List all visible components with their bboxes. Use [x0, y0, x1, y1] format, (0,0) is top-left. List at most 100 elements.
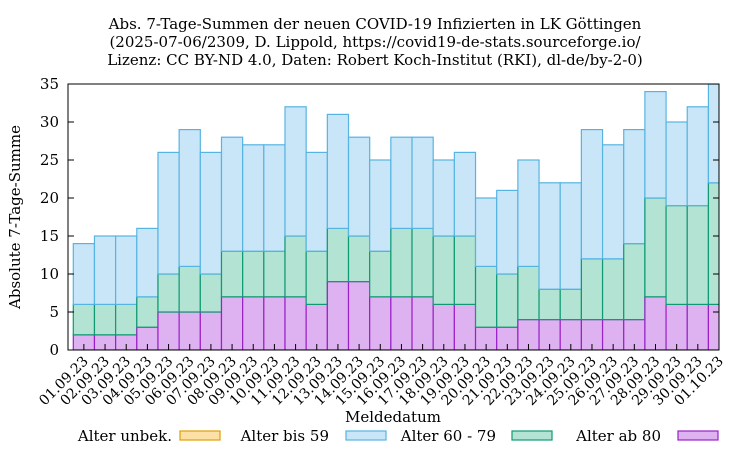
bar-alter-60-79-25	[601, 258, 625, 321]
bar-alter-ab-80-18	[453, 303, 477, 350]
bar-alter-60-79-24	[580, 258, 604, 321]
bar-alter-ab-80-8	[242, 296, 265, 350]
bar-alter-bis-59-23	[559, 182, 582, 290]
bar-alter-60-79-14	[369, 250, 392, 298]
bar-alter-ab-80-7	[220, 296, 244, 350]
bar-alter-bis-59-6	[199, 151, 223, 275]
y-tick-label-15: 15	[40, 227, 59, 245]
bar-alter-60-79-5	[178, 265, 201, 313]
bar-alter-60-79-2	[115, 303, 138, 336]
chart-title-line-1: Abs. 7-Tage-Summen der neuen COVID-19 In…	[108, 15, 642, 33]
bar-alter-ab-80-13	[347, 281, 371, 350]
bar-alter-bis-59-10	[284, 106, 307, 237]
bar-alter-60-79-1	[93, 303, 117, 336]
y-axis-label: Absolute 7-Tage-Summe	[6, 125, 24, 310]
bar-alter-bis-59-12	[326, 113, 350, 230]
bar-alter-60-79-16	[411, 227, 434, 298]
bar-alter-60-79-15	[390, 227, 413, 298]
bar-alter-ab-80-15	[390, 296, 413, 350]
bar-alter-60-79-21	[517, 265, 540, 321]
bar-alter-60-79-20	[496, 273, 519, 328]
y-tick-label-30: 30	[40, 113, 59, 131]
bar-alter-60-79-23	[559, 288, 582, 321]
chart-title-line-2: (2025-07-06/2309, D. Lippold, https://co…	[109, 33, 641, 51]
bar-alter-ab-80-29	[686, 303, 710, 350]
legend-label-0: Alter unbek.	[77, 427, 172, 445]
bar-alter-60-79-12	[326, 227, 350, 283]
bar-alter-bis-59-26	[623, 129, 646, 245]
bar-alter-60-79-10	[284, 235, 307, 298]
bar-alter-bis-59-14	[369, 159, 392, 252]
bar-alter-60-79-8	[242, 250, 265, 298]
bar-alter-bis-59-0	[72, 243, 96, 306]
bar-alter-60-79-9	[263, 250, 286, 298]
bar-alter-bis-59-20	[496, 189, 519, 275]
bar-alter-bis-59-16	[411, 136, 434, 229]
bar-alter-bis-59-15	[390, 136, 413, 229]
bar-alter-60-79-6	[199, 273, 223, 313]
bar-alter-bis-59-29	[686, 106, 710, 207]
y-tick-label-35: 35	[40, 75, 59, 93]
bar-alter-60-79-22	[538, 288, 561, 321]
legend-swatch-0	[179, 430, 221, 441]
bar-alter-bis-59-3	[136, 227, 159, 298]
bar-alter-60-79-29	[686, 205, 710, 306]
bar-alter-60-79-18	[453, 235, 477, 306]
bar-alter-bis-59-24	[580, 129, 604, 260]
bar-alter-bis-59-22	[538, 182, 561, 290]
bar-alter-60-79-7	[220, 250, 244, 298]
legend-label-1: Alter bis 59	[240, 427, 329, 445]
y-tick-label-0: 0	[49, 341, 59, 359]
bar-alter-ab-80-9	[263, 296, 286, 350]
bar-alter-bis-59-25	[601, 144, 625, 260]
bar-alter-ab-80-10	[284, 296, 307, 350]
bar-alter-bis-59-9	[263, 144, 286, 252]
legend-label-2: Alter 60 - 79	[400, 427, 496, 445]
bar-alter-bis-59-21	[517, 159, 540, 268]
bar-alter-bis-59-7	[220, 136, 244, 252]
legend-swatch-1	[345, 430, 387, 441]
legend-swatch-2	[511, 430, 553, 441]
y-tick-label-25: 25	[40, 151, 59, 169]
bar-alter-60-79-4	[157, 273, 180, 313]
bar-alter-bis-59-13	[347, 136, 371, 237]
bar-alter-ab-80-14	[369, 296, 392, 350]
bar-alter-ab-80-11	[305, 303, 328, 350]
bar-alter-60-79-27	[644, 197, 667, 298]
bar-alter-ab-80-12	[326, 281, 350, 350]
bar-alter-bis-59-4	[157, 151, 180, 275]
bar-alter-60-79-13	[347, 235, 371, 283]
y-tick-label-20: 20	[40, 189, 59, 207]
bar-alter-bis-59-28	[665, 121, 688, 207]
bar-alter-bis-59-19	[474, 197, 498, 268]
bar-alter-60-79-0	[72, 303, 96, 336]
legend: Alter unbek. Alter bis 59 Alter 60 - 79 Alt…	[77, 427, 719, 445]
bar-alter-bis-59-2	[115, 235, 138, 306]
legend-label-3: Alter ab 80	[575, 427, 661, 445]
bar-alter-bis-59-8	[242, 144, 265, 252]
bar-alter-ab-80-17	[432, 303, 455, 350]
y-tick-label-5: 5	[49, 303, 59, 321]
bar-alter-bis-59-11	[305, 151, 328, 252]
chart-title-line-3: Lizenz: CC BY-ND 4.0, Daten: Robert Koch…	[107, 51, 643, 69]
bar-alter-60-79-11	[305, 250, 328, 305]
bar-alter-60-79-26	[623, 243, 646, 321]
plot-frame	[67, 83, 720, 351]
bar-alter-bis-59-27	[644, 90, 667, 199]
bar-alter-ab-80-27	[644, 296, 667, 350]
bar-alter-60-79-28	[665, 205, 688, 306]
y-tick-label-10: 10	[40, 265, 59, 283]
bar-alter-ab-80-16	[411, 296, 434, 350]
legend-swatch-3	[677, 430, 719, 441]
bar-alter-60-79-3	[136, 296, 159, 328]
x-axis: 01.09.2302.09.2303.09.2304.09.2305.09.23…	[36, 344, 727, 409]
bar-alter-bis-59-17	[432, 159, 455, 237]
bar-alter-60-79-19	[474, 265, 498, 328]
bar-alter-ab-80-28	[665, 303, 688, 350]
bar-layer	[72, 84, 719, 350]
bar-alter-bis-59-1	[93, 235, 117, 306]
bar-alter-bis-59-18	[453, 151, 477, 237]
y-axis: 0 5 10 15 20 25 30 35	[40, 75, 719, 359]
x-axis-label: Meldedatum	[345, 408, 441, 426]
